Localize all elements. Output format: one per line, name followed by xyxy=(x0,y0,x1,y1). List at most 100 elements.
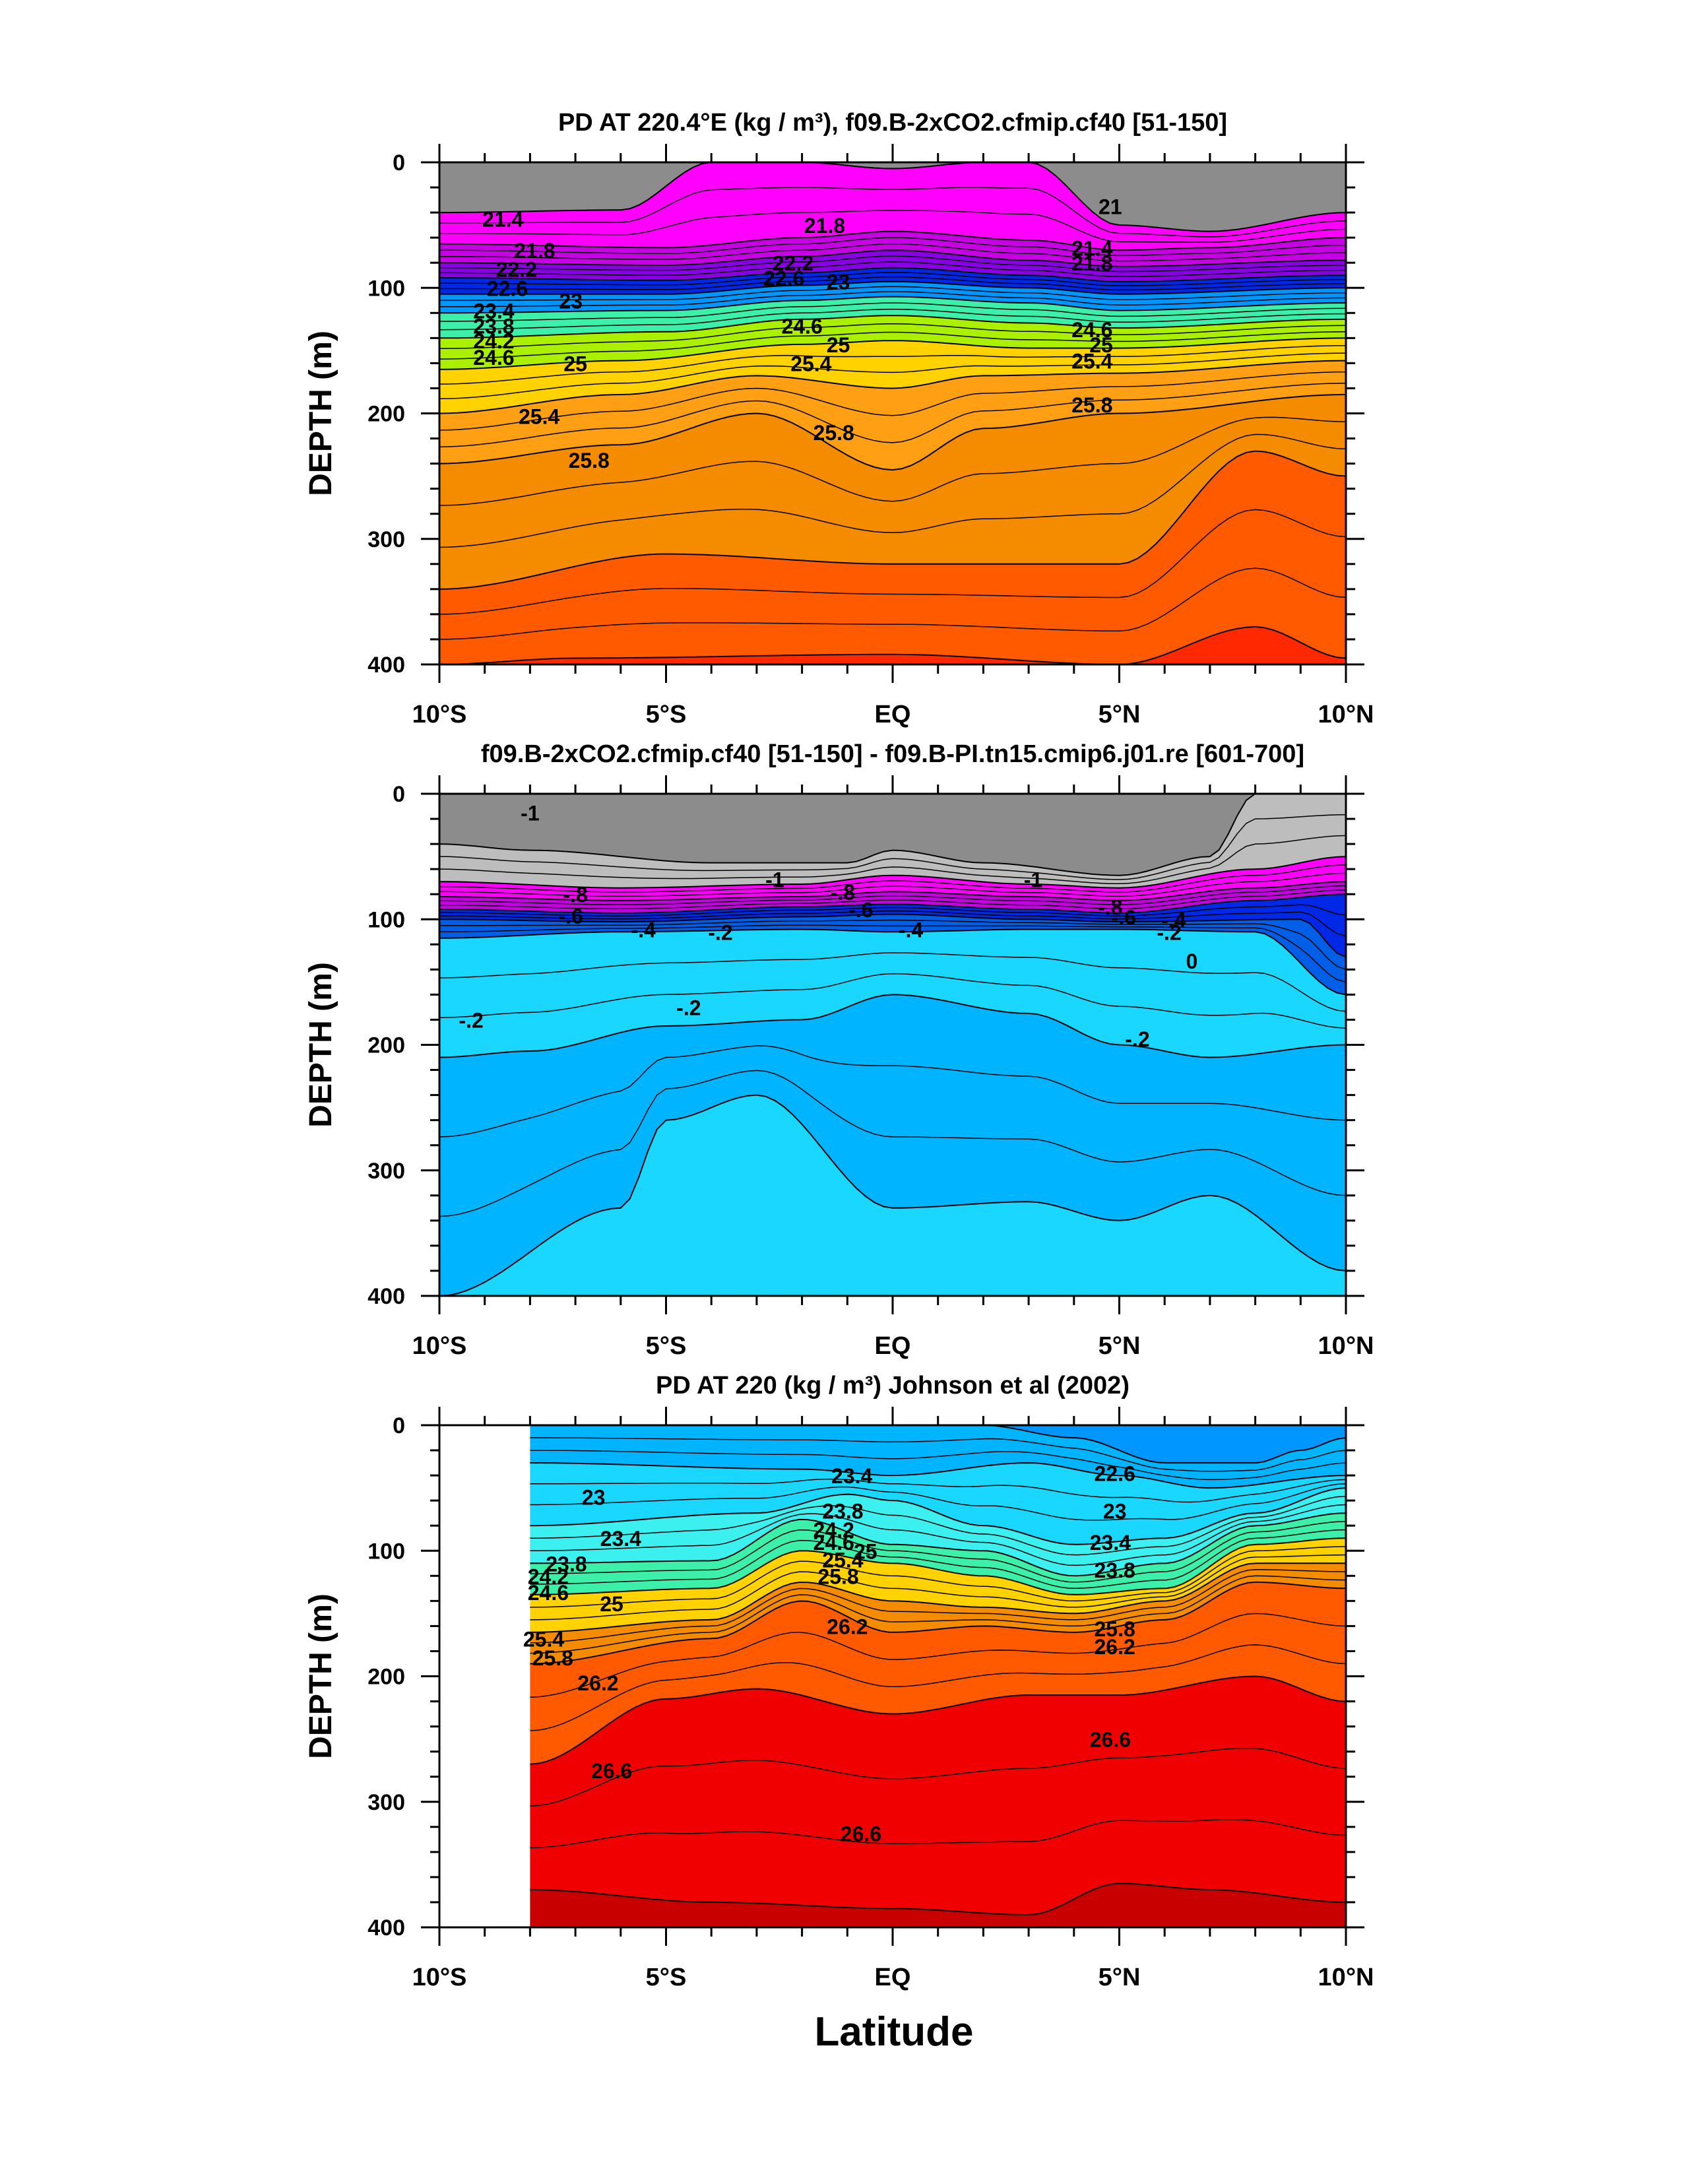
contour-label: 26.6 xyxy=(841,1822,881,1846)
contour-line xyxy=(530,1569,1346,1644)
contour-line xyxy=(439,255,1346,273)
contour-label: -.4 xyxy=(1161,908,1186,932)
contour-line xyxy=(439,567,1346,640)
contour-line xyxy=(439,162,1346,232)
contour-line xyxy=(439,856,1346,889)
contour-line xyxy=(439,509,1346,615)
contour-line xyxy=(530,1462,1346,1489)
contour-label: 26.2 xyxy=(827,1615,868,1638)
contour-line xyxy=(439,881,1346,901)
x-tick-label: 5°S xyxy=(646,701,687,728)
contour-line xyxy=(439,352,1346,400)
contour-label: 25.8 xyxy=(532,1646,573,1670)
figure-xlabel: Latitude xyxy=(814,2009,973,2055)
contour-label: 24.6 xyxy=(473,346,514,369)
contour-line xyxy=(530,1747,1346,1807)
contour-line xyxy=(439,1094,1346,1296)
contour-band xyxy=(439,451,1346,664)
contour-label: 24.6 xyxy=(1071,318,1112,342)
contour-line xyxy=(439,434,1346,548)
contour-label: 23 xyxy=(1103,1499,1127,1523)
contour-line xyxy=(530,1450,1346,1481)
y-tick-label: 200 xyxy=(367,1665,405,1690)
contour-label: 25 xyxy=(854,1539,877,1563)
contour-line xyxy=(439,331,1346,360)
contour-label: 25.8 xyxy=(1094,1617,1135,1641)
contour-line xyxy=(439,416,1346,506)
contour-line xyxy=(439,910,1346,937)
contour-label: 23.4 xyxy=(473,299,514,323)
contour-line xyxy=(439,994,1346,1058)
contour-line xyxy=(439,291,1346,307)
y-axis-label: DEPTH (m) xyxy=(303,1593,338,1759)
contour-label: -.6 xyxy=(1112,905,1136,929)
contour-label: 21.8 xyxy=(1071,251,1112,275)
contour-line xyxy=(439,952,1346,1012)
contour-label: 23.8 xyxy=(546,1552,587,1576)
contour-line xyxy=(439,230,1346,251)
contour-label: 26.2 xyxy=(1094,1635,1135,1659)
contour-label: 24.2 xyxy=(473,329,514,353)
panel-density-difference: -1-.8-.6-.4 -.2-.2-.2-1-.8-.6-.4-1-.8-.6-… xyxy=(303,740,1374,1360)
contour-line xyxy=(530,1546,1346,1608)
x-tick-label: 5°N xyxy=(1099,1964,1141,1991)
contour-label: -.2 xyxy=(1125,1027,1149,1051)
contour-label: 25.8 xyxy=(569,449,610,472)
contour-label: -.6 xyxy=(559,905,583,928)
contour-label: -.4 xyxy=(631,918,656,942)
y-tick-label: 300 xyxy=(367,527,405,552)
contour-line xyxy=(439,360,1346,414)
x-tick-label: 10°S xyxy=(412,701,467,728)
contour-label: 21.8 xyxy=(514,239,555,263)
contour-label: 25.8 xyxy=(817,1564,858,1588)
panel-title: f09.B-2xCO2.cfmip.cf40 [51-150] - f09.B-… xyxy=(481,740,1304,768)
x-tick-label: 10°S xyxy=(412,1964,467,1991)
contour-line xyxy=(530,1512,1346,1577)
contour-label: 21.4 xyxy=(1071,236,1112,260)
contour-line xyxy=(439,885,1346,905)
contour-band xyxy=(439,914,1346,995)
contour-band xyxy=(439,1095,1346,1296)
contour-label: 23.8 xyxy=(1094,1558,1135,1582)
y-axis-label: DEPTH (m) xyxy=(303,331,338,496)
contour-label: 25.4 xyxy=(822,1549,863,1572)
x-tick-label: EQ xyxy=(875,701,911,728)
contour-line xyxy=(439,308,1346,331)
panel-title: PD AT 220 (kg / m³) Johnson et al (2002) xyxy=(656,1372,1130,1399)
contour-label: 22.6 xyxy=(1094,1461,1135,1485)
contour-line xyxy=(530,1613,1346,1698)
contour-label: -.6 xyxy=(848,898,873,922)
x-tick-label: 5°N xyxy=(1099,1332,1141,1360)
contour-line xyxy=(530,1537,1346,1595)
contour-label: 25.4 xyxy=(523,1627,564,1651)
contour-line xyxy=(439,835,1346,885)
y-tick-label: 400 xyxy=(367,1915,405,1941)
contour-band xyxy=(530,1425,1346,1463)
contour-label: 26.6 xyxy=(1090,1728,1131,1752)
contour-line xyxy=(530,1575,1346,1654)
contour-label: 25 xyxy=(1089,333,1113,357)
contour-band xyxy=(439,794,1346,888)
contour-line xyxy=(439,893,1346,914)
contour-band xyxy=(439,231,1346,267)
contour-line xyxy=(530,1437,1346,1472)
contour-line xyxy=(530,1496,1346,1556)
contour-line xyxy=(439,794,1346,876)
contour-label: 22.6 xyxy=(763,267,804,290)
contour-label: 24.2 xyxy=(813,1518,854,1542)
x-tick-label: EQ xyxy=(875,1964,911,1991)
contour-line xyxy=(439,187,1346,238)
y-tick-label: 300 xyxy=(367,1159,405,1184)
contour-line xyxy=(530,1478,1346,1503)
contour-fill xyxy=(439,794,1346,1296)
contour-band xyxy=(439,794,1346,876)
contour-label: -.4 xyxy=(899,918,924,942)
x-tick-label: 10°N xyxy=(1318,701,1374,728)
contour-line xyxy=(530,1644,1346,1731)
contour-line xyxy=(439,450,1346,590)
contour-line xyxy=(439,280,1346,295)
contour-line xyxy=(439,973,1346,1029)
contour-band xyxy=(530,1582,1346,1764)
contour-line xyxy=(439,904,1346,916)
